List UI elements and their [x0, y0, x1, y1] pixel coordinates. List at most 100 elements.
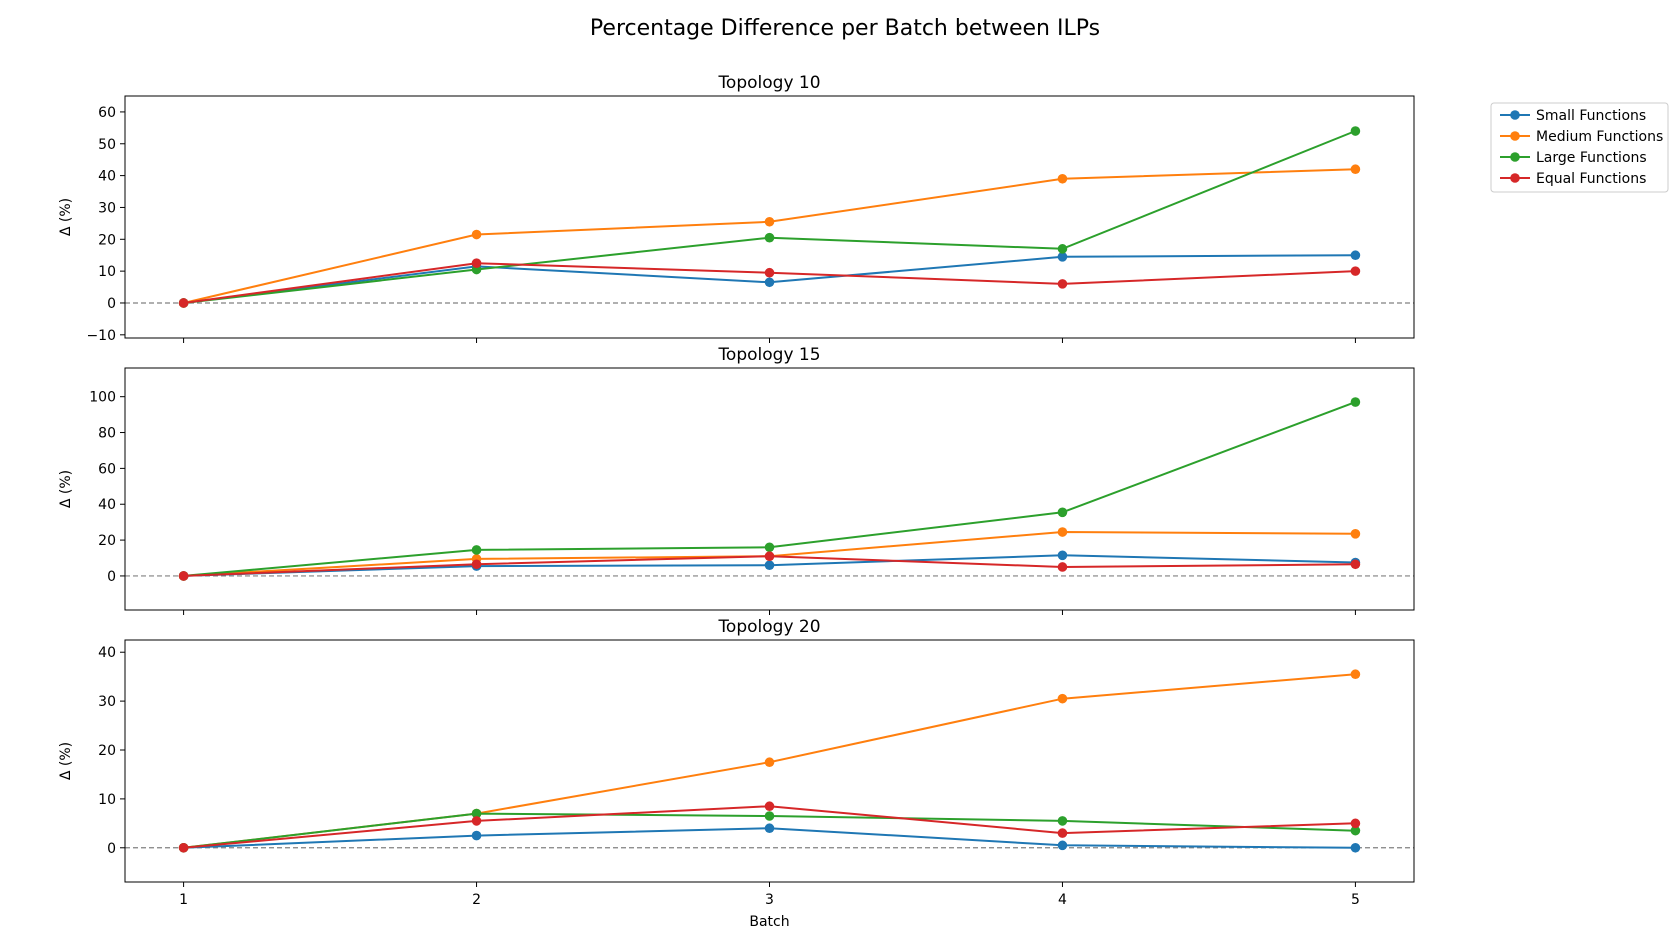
chart0-ytick-label: 30	[98, 200, 116, 216]
chart0-title: Topology 10	[717, 73, 820, 93]
chart0-series-large-functions-point	[1057, 244, 1068, 254]
chart2-xtick-label: 2	[472, 892, 481, 908]
chart0-series-equal-functions-point	[471, 258, 482, 268]
chart0-series-equal-functions-point	[178, 298, 189, 308]
chart0-series-equal-functions-point	[764, 267, 775, 278]
chart1-frame	[124, 367, 1415, 611]
chart2-series-small-functions-point	[471, 830, 482, 841]
legend-box	[1490, 102, 1669, 193]
legend-entry-small-functions: Small Functions	[1500, 108, 1646, 124]
chart2-frame	[124, 639, 1415, 883]
chart0-ylabel: Δ (%)	[58, 198, 74, 236]
chart0-series-large-functions-point	[1350, 126, 1361, 136]
chart0-ytick-label: 20	[98, 232, 116, 248]
chart1-ytick-label: 100	[89, 390, 116, 406]
chart0-series-medium-functions-point	[471, 229, 482, 240]
chart2-series-small-functions-point	[1350, 842, 1361, 853]
legend-entry-large-functions: Large Functions	[1500, 150, 1647, 166]
legend-entry-medium-functions: Medium Functions	[1500, 129, 1663, 145]
chart2-ylabel: Δ (%)	[58, 742, 74, 780]
chart1-series-medium-functions-point	[1350, 529, 1361, 539]
legend-swatch-marker	[1510, 110, 1520, 120]
chart1-series-large-functions-point	[764, 542, 775, 553]
chart2-xtick-label: 1	[179, 892, 188, 908]
legend-swatch-marker	[1510, 173, 1520, 183]
legend-swatch-marker	[1510, 152, 1520, 162]
chart0-series-equal-functions-point	[1057, 279, 1068, 289]
chart2-ytick-label: 0	[107, 841, 116, 857]
chart0-ytick-label: 40	[98, 169, 116, 185]
chart0-frame	[124, 95, 1415, 339]
chart0-ytick-label: 10	[98, 264, 116, 280]
chart0-series-equal-functions-point	[1350, 266, 1361, 276]
chart2-series-equal-functions	[178, 801, 1361, 853]
chart1-series-large-functions-point	[1350, 397, 1361, 407]
legend-label: Large Functions	[1536, 150, 1647, 166]
chart2-series-equal-functions-point	[764, 801, 775, 812]
chart0-series-small-functions-point	[1350, 250, 1361, 261]
legend-label: Small Functions	[1536, 108, 1646, 124]
chart0-ytick-label: 50	[98, 137, 116, 153]
chart2-series-large-functions-point	[764, 811, 775, 821]
chart1-series-equal-functions-point	[1350, 559, 1361, 570]
chart2-panel: Topology 20 0 10 20 30 40 1 2 3 4 5 Δ (%) Batch	[58, 617, 1415, 930]
chart2-series-small-functions-point	[764, 823, 775, 834]
chart2-ytick-label: 20	[98, 743, 116, 759]
chart0-ytick-label: −10	[86, 328, 116, 344]
chart2-series-large-functions-point	[1350, 825, 1361, 836]
chart1-ylabel: Δ (%)	[58, 470, 74, 508]
chart2-xtick-label: 4	[1058, 892, 1067, 908]
chart1-ytick-label: 20	[98, 533, 116, 549]
chart2-series-equal-functions-point	[471, 816, 482, 826]
chart1-series-large-functions-point	[471, 545, 482, 555]
chart1-series-equal-functions-point	[764, 551, 775, 562]
chart1-series-equal-functions-point	[178, 571, 189, 581]
chart0-series-equal-functions	[178, 258, 1361, 308]
figure-title: Percentage Difference per Batch between …	[590, 16, 1100, 41]
chart0-series-medium-functions-point	[1057, 173, 1068, 184]
chart2-ytick-label: 10	[98, 792, 116, 808]
chart0-series-large-functions-point	[764, 232, 775, 243]
chart2-title: Topology 20	[717, 617, 820, 637]
chart2-xtick-label: 5	[1351, 892, 1360, 908]
chart1-series-equal-functions-point	[1057, 562, 1068, 572]
chart2-series-equal-functions-point	[1057, 828, 1068, 838]
legend-label: Equal Functions	[1536, 171, 1646, 187]
chart0-panel: Topology 10 −10 0 10 20 30 40 50 60 Δ (%)	[58, 73, 1415, 344]
chart1-series-equal-functions	[178, 551, 1361, 581]
legend-entry-equal-functions: Equal Functions	[1500, 171, 1646, 187]
chart2-series-equal-functions-point	[178, 842, 189, 853]
chart1-series-medium-functions-point	[1057, 527, 1068, 537]
chart2-ytick-label: 30	[98, 694, 116, 710]
chart0-ytick-label: 60	[98, 105, 116, 121]
legend-label: Medium Functions	[1536, 129, 1663, 145]
chart1-series-equal-functions-point	[471, 559, 482, 570]
chart1-panel: Topology 15 0 20 40 60 80 100 Δ (%)	[58, 345, 1415, 615]
chart1-ytick-label: 0	[107, 569, 116, 585]
chart2-xtick-label: 3	[765, 892, 774, 908]
legend-swatch-marker	[1510, 131, 1520, 141]
chart2-series-small-functions-point	[1057, 840, 1068, 851]
chart1-title: Topology 15	[717, 345, 820, 365]
chart2-series-medium-functions-point	[1057, 693, 1068, 704]
chart1-ytick-label: 60	[98, 461, 116, 477]
chart0-series-medium-functions-point	[764, 216, 775, 227]
chart2-series-equal-functions-point	[1350, 818, 1361, 829]
chart0-series-small-functions-point	[1057, 252, 1068, 262]
chart1-series-small-functions-point	[764, 560, 775, 570]
chart0-series-small-functions-point	[764, 277, 775, 288]
chart0-series-medium-functions-point	[1350, 164, 1361, 175]
chart2-xlabel: Batch	[749, 914, 789, 930]
chart2-series-large-functions-point	[471, 808, 482, 819]
chart1-ytick-label: 80	[98, 426, 116, 442]
chart2-series-medium-functions-point	[1350, 669, 1361, 680]
chart1-series-small-functions-point	[1057, 550, 1068, 561]
chart2-ytick-label: 40	[98, 645, 116, 661]
chart2-series-medium-functions-point	[764, 757, 775, 768]
chart1-ytick-label: 40	[98, 497, 116, 513]
legend: Small Functions Medium Functions Large Fun…	[1490, 102, 1669, 193]
chart1-series-large-functions-point	[1057, 507, 1068, 518]
chart2-series-large-functions-point	[1057, 816, 1068, 826]
